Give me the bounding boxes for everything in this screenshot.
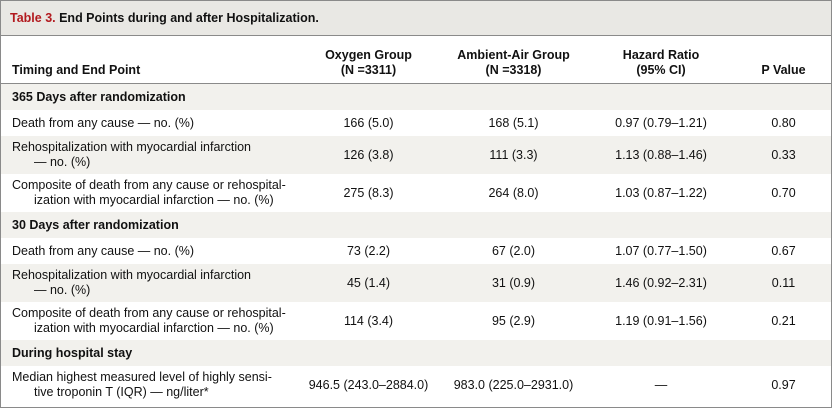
endpoint-label: Rehospitalization with myocardial infarc… [1, 136, 296, 174]
p-value: 0.97 [771, 378, 796, 392]
p-value: 0.67 [771, 244, 796, 258]
oxygen-value: 946.5 (243.0–2884.0) [308, 378, 429, 392]
table-title: Table 3. End Points during and after Hos… [1, 1, 831, 36]
ambient-value: 67 (2.0) [491, 244, 536, 258]
hazard-ratio-value: 1.13 (0.88–1.46) [586, 136, 736, 174]
hazard-ratio-value: — [654, 378, 668, 392]
header-p-value: P Value [736, 36, 831, 84]
p-value: 0.21 [771, 314, 796, 328]
table-row: Death from any cause — no. (%) 73 (2.2) … [1, 238, 831, 264]
p-value: 0.33 [736, 136, 831, 174]
header-oxygen-group: Oxygen Group (N =3311) [296, 36, 441, 84]
table-row: Death from any cause — no. (%) 166 (5.0)… [1, 110, 831, 136]
endpoints-table: Timing and End Point Oxygen Group (N =331… [1, 36, 831, 404]
oxygen-value: 45 (1.4) [296, 264, 441, 302]
ambient-value: 95 (2.9) [491, 314, 536, 328]
table-row: Composite of death from any cause or reh… [1, 174, 831, 212]
section-heading: 365 Days after randomization [1, 83, 831, 110]
header-row: Timing and End Point Oxygen Group (N =331… [1, 36, 831, 84]
p-value: 0.70 [771, 186, 796, 200]
oxygen-value: 114 (3.4) [343, 314, 394, 328]
table-row: Composite of death from any cause or reh… [1, 302, 831, 340]
endpoint-label: Death from any cause — no. (%) [12, 243, 195, 258]
hazard-ratio-value: 1.19 (0.91–1.56) [615, 314, 707, 328]
table-row: Rehospitalization with myocardial infarc… [1, 264, 831, 302]
section-heading: During hospital stay [1, 340, 831, 366]
p-value: 0.11 [736, 264, 831, 302]
oxygen-value: 126 (3.8) [296, 136, 441, 174]
hazard-ratio-value: 1.46 (0.92–2.31) [586, 264, 736, 302]
header-ambient-air-group: Ambient-Air Group (N =3318) [441, 36, 586, 84]
ambient-value: 168 (5.1) [488, 116, 539, 130]
section-heading: 30 Days after randomization [1, 212, 831, 238]
hazard-ratio-value: 0.97 (0.79–1.21) [615, 116, 707, 130]
p-value: 0.80 [771, 116, 796, 130]
endpoint-label: Rehospitalization with myocardial infarc… [1, 264, 296, 302]
hazard-ratio-value: 1.03 (0.87–1.22) [615, 186, 707, 200]
ambient-value: 983.0 (225.0–2931.0) [453, 378, 574, 392]
table-number: Table 3. [10, 11, 56, 25]
ambient-value: 264 (8.0) [488, 186, 539, 200]
table-row: Rehospitalization with myocardial infarc… [1, 136, 831, 174]
endpoint-label: Composite of death from any cause or reh… [12, 178, 286, 207]
ambient-value: 111 (3.3) [441, 136, 586, 174]
header-hazard-ratio: Hazard Ratio (95% CI) [586, 36, 736, 84]
oxygen-value: 166 (5.0) [343, 116, 394, 130]
table-row: Median highest measured level of highly … [1, 366, 831, 404]
header-timing-endpoint: Timing and End Point [1, 36, 296, 84]
oxygen-value: 73 (2.2) [346, 244, 391, 258]
endpoint-label: Death from any cause — no. (%) [12, 115, 195, 130]
oxygen-value: 275 (8.3) [343, 186, 394, 200]
table-title-text: End Points during and after Hospitalizat… [55, 11, 319, 25]
endpoint-label: Median highest measured level of highly … [12, 370, 272, 399]
endpoint-label: Composite of death from any cause or reh… [12, 306, 286, 335]
ambient-value: 31 (0.9) [441, 264, 586, 302]
hazard-ratio-value: 1.07 (0.77–1.50) [615, 244, 707, 258]
